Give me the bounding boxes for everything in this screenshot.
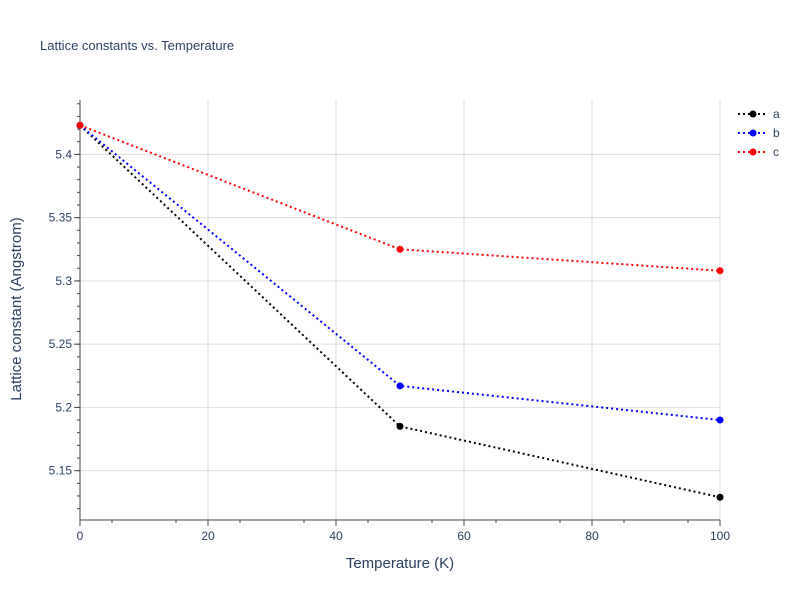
legend-label: a xyxy=(773,107,780,121)
legend-swatch-marker xyxy=(749,129,757,137)
data-point-c xyxy=(716,267,724,275)
x-tick-label: 100 xyxy=(710,529,730,543)
y-axis-title: Lattice constant (Angstrom) xyxy=(8,217,25,400)
series-line-b xyxy=(79,124,721,422)
y-tick-label: 5.2 xyxy=(55,400,72,414)
legend-item-b[interactable]: b xyxy=(738,126,780,140)
chart-title: Lattice constants vs. Temperature xyxy=(40,38,234,53)
y-tick-label: 5.15 xyxy=(49,464,73,478)
y-tick-label: 5.25 xyxy=(49,337,73,351)
x-tick-label: 60 xyxy=(457,529,471,543)
y-tick-label: 5.3 xyxy=(55,274,72,288)
y-tick-label: 5.35 xyxy=(49,211,73,225)
series-line-a xyxy=(79,124,721,499)
data-point-c xyxy=(76,121,84,129)
axes: 0 20 40 60 80 100 5.15 5.2 5.25 5.3 5.35 5.4 xyxy=(49,100,730,543)
data-point-b xyxy=(396,382,404,390)
data-point-c xyxy=(396,245,404,253)
legend-item-a[interactable]: a xyxy=(738,107,780,121)
y-tick-label: 5.4 xyxy=(55,147,72,161)
legend[interactable]: abc xyxy=(738,107,780,159)
legend-swatch-marker xyxy=(749,148,757,156)
series-line-c xyxy=(79,124,721,272)
data-point-b xyxy=(716,416,724,424)
x-tick-label: 80 xyxy=(585,529,599,543)
x-tick-label: 20 xyxy=(201,529,215,543)
x-tick-label: 40 xyxy=(329,529,343,543)
legend-item-c[interactable]: c xyxy=(738,145,779,159)
data-point-a xyxy=(396,422,404,430)
legend-label: c xyxy=(773,145,779,159)
data-point-a xyxy=(716,493,724,501)
legend-label: b xyxy=(773,126,780,140)
series-group xyxy=(76,121,724,501)
x-axis-title: Temperature (K) xyxy=(346,555,454,572)
grid xyxy=(80,100,721,520)
legend-swatch-marker xyxy=(749,110,757,118)
x-tick-label: 0 xyxy=(77,529,84,543)
